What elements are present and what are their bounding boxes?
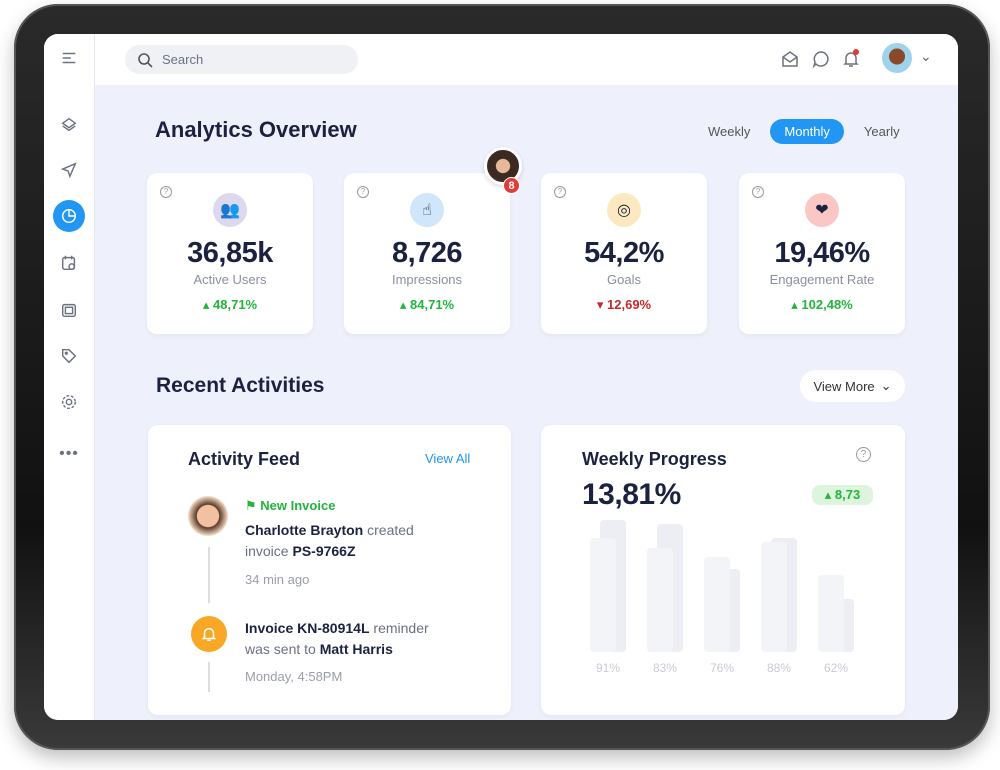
kpi-label: Engagement Rate: [769, 272, 875, 287]
bar: [704, 557, 730, 652]
kpi-label: Impressions: [391, 272, 463, 287]
notification-dot: [853, 49, 859, 55]
change-badge: ▴ 8,73: [812, 485, 873, 505]
kpi-card: ? ◎ 54,2% Goals ▾ 12,69%: [541, 173, 707, 334]
user-avatar[interactable]: [882, 43, 912, 73]
chart-title: Weekly Progress: [582, 449, 727, 469]
help-icon[interactable]: ?: [554, 186, 566, 198]
user-name[interactable]: Charlotte Brayton: [245, 522, 364, 538]
kpi-change: ▾ 12,69%: [596, 297, 652, 312]
kpi-change-value: 12,69%: [607, 297, 652, 312]
help-icon[interactable]: ?: [160, 186, 172, 198]
weekly-progress-value: 13,81%: [582, 478, 681, 511]
kpi-change: ▴ 102,48%: [791, 297, 853, 312]
tap-icon: ☝: [410, 193, 444, 227]
bell-icon: [191, 616, 227, 652]
activity-time: 34 min ago: [245, 572, 310, 587]
kpi-change: ▴ 48,71%: [202, 297, 258, 312]
chat-icon[interactable]: [811, 49, 831, 69]
kpi-label: Active Users: [193, 272, 267, 287]
layers-icon[interactable]: [53, 109, 85, 141]
flag-icon: ⚑: [245, 498, 257, 513]
users-icon: 👥: [213, 193, 247, 227]
mail-open-icon[interactable]: [780, 49, 800, 69]
activity-time: Monday, 4:58PM: [245, 669, 343, 684]
camera-icon[interactable]: [53, 294, 85, 326]
search-placeholder: Search: [162, 52, 204, 67]
view-more-button[interactable]: View More ⌄: [800, 370, 905, 402]
kpi-change-value: 102,48%: [801, 297, 853, 312]
period-tabs: Weekly Monthly Yearly: [694, 119, 914, 144]
calendar-clock-icon[interactable]: [53, 247, 85, 279]
bar-label: 76%: [709, 661, 735, 675]
help-icon[interactable]: ?: [752, 186, 764, 198]
page-title: Analytics Overview: [155, 117, 357, 142]
kpi-card: ? 👥 36,85k Active Users ▴ 48,71%: [147, 173, 313, 334]
text: was sent to: [245, 641, 316, 657]
sidebar: •••: [44, 34, 95, 720]
bar: [818, 574, 844, 652]
change-value: 8,73: [834, 487, 861, 502]
text: invoice: [245, 543, 289, 559]
verb: reminder: [373, 620, 429, 636]
activity-text: Invoice KN-80914L reminder was sent to Ma…: [245, 618, 429, 660]
tag-icon[interactable]: [53, 340, 85, 372]
charlotte-avatar: [188, 496, 228, 536]
help-icon[interactable]: ?: [357, 186, 369, 198]
target-icon: ◎: [607, 193, 641, 227]
search-icon: [138, 52, 153, 68]
text: Invoice: [245, 620, 294, 636]
new-invoice-tag: ⚑ New Invoice: [245, 498, 335, 514]
activity-text: Charlotte Brayton created invoice PS-9766…: [245, 520, 414, 562]
bell-icon[interactable]: [841, 49, 861, 69]
kpi-change-value: 48,71%: [213, 297, 258, 312]
tab-monthly[interactable]: Monthly: [770, 119, 844, 144]
bar: [647, 548, 673, 652]
bar: [590, 538, 616, 652]
view-all-link[interactable]: View All: [425, 451, 471, 466]
verb: created: [367, 522, 414, 538]
invoice-id[interactable]: KN-80914L: [297, 620, 370, 636]
help-icon[interactable]: ?: [856, 447, 871, 462]
user-name[interactable]: Matt Harris: [319, 641, 393, 657]
send-icon[interactable]: [53, 154, 85, 186]
kpi-value: 19,46%: [774, 237, 870, 269]
bar-label: 91%: [595, 661, 621, 675]
chevron-down-icon: ⌄: [880, 378, 892, 393]
tab-yearly[interactable]: Yearly: [863, 124, 900, 139]
search-input[interactable]: Search: [125, 45, 358, 74]
heart-icon: ❤: [805, 193, 839, 227]
chevron-down-icon[interactable]: ⌄: [920, 48, 932, 64]
top-bar: Search ⌄: [95, 34, 958, 85]
tab-weekly[interactable]: Weekly: [708, 124, 751, 139]
kpi-value: 36,85k: [187, 237, 273, 269]
section-title: Recent Activities: [156, 374, 325, 397]
tag-label: New Invoice: [260, 498, 336, 513]
pie-chart-icon[interactable]: [53, 200, 85, 232]
kpi-label: Goals: [607, 272, 641, 287]
kpi-change-value: 84,71%: [410, 297, 455, 312]
bar-label: 88%: [766, 661, 792, 675]
bar-label: 83%: [652, 661, 678, 675]
activity-feed-title: Activity Feed: [188, 449, 301, 469]
settings-icon[interactable]: [53, 386, 85, 418]
bar: [761, 542, 787, 652]
view-more-label: View More: [813, 378, 875, 394]
kpi-value: 54,2%: [584, 237, 664, 269]
timeline-line: [208, 662, 210, 692]
kpi-value: 8,726: [391, 237, 463, 269]
kpi-card: ? ☝ 8,726 Impressions ▴ 84,71%: [344, 173, 510, 334]
timeline-line: [208, 547, 210, 603]
kpi-card: ? ❤ 19,46% Engagement Rate ▴ 102,48%: [739, 173, 905, 334]
invoice-id[interactable]: PS-9766Z: [292, 543, 356, 559]
bar-label: 62%: [823, 661, 849, 675]
menu-icon[interactable]: [53, 42, 85, 74]
kpi-change: ▴ 84,71%: [399, 297, 455, 312]
more-icon[interactable]: •••: [59, 445, 79, 462]
notification-count-badge: 8: [503, 177, 520, 194]
